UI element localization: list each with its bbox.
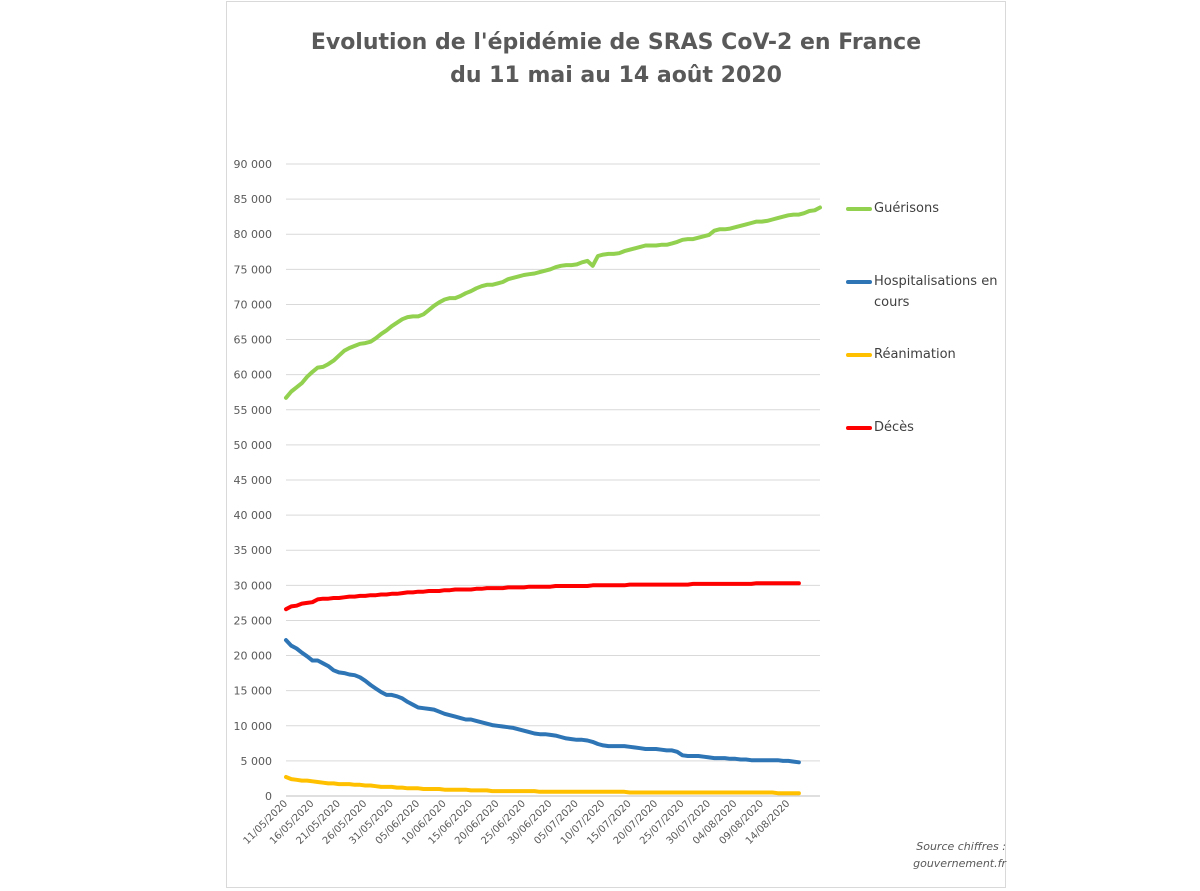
series-line-hospitalisations-en-cours xyxy=(284,638,801,765)
legend-label: Réanimation xyxy=(874,347,956,362)
y-tick-label: 85 000 xyxy=(234,193,273,206)
y-tick-label: 25 000 xyxy=(234,614,273,627)
chart-title: Evolution de l'épidémie de SRAS CoV-2 en… xyxy=(226,26,1006,92)
legend-label: Hospitalisations en cours xyxy=(874,274,998,310)
source-note: Source chiffres : gouvernement.fr xyxy=(836,838,1006,872)
y-tick-label: 35 000 xyxy=(234,544,273,557)
legend-swatch-guerisons xyxy=(846,207,872,211)
source-line-2: gouvernement.fr xyxy=(913,857,1006,870)
chart-title-line-2: du 11 mai au 14 août 2020 xyxy=(450,63,782,88)
series-line-reanimation xyxy=(284,775,801,796)
legend-swatch-reanimation xyxy=(846,353,872,357)
y-axis-ticks: 0 5 000 10 000 15 000 20 000 25 000 30 000 35 0… xyxy=(234,158,273,803)
series-line-deces xyxy=(284,581,801,612)
legend-label: Guérisons xyxy=(874,201,940,216)
series-line-guerisons xyxy=(284,205,822,400)
series-lines xyxy=(284,205,822,796)
y-tick-label: 80 000 xyxy=(234,228,273,241)
y-tick-label: 5 000 xyxy=(241,755,273,768)
legend-label: Décès xyxy=(874,420,914,435)
y-tick-label: 40 000 xyxy=(234,509,273,522)
chart-title-line-1: Evolution de l'épidémie de SRAS CoV-2 en… xyxy=(310,30,922,55)
y-tick-label: 60 000 xyxy=(234,369,273,382)
source-line-1: Source chiffres : xyxy=(916,840,1006,853)
y-tick-label: 45 000 xyxy=(234,474,273,487)
y-tick-label: 65 000 xyxy=(234,334,273,347)
y-tick-label: 30 000 xyxy=(234,579,273,592)
y-tick-label: 10 000 xyxy=(234,720,273,733)
y-tick-label: 90 000 xyxy=(234,158,273,171)
y-tick-label: 50 000 xyxy=(234,439,273,452)
legend-swatch-deces xyxy=(846,426,872,430)
x-axis-ticks: 11/05/202016/05/202021/05/202026/05/2020… xyxy=(242,798,793,847)
y-tick-label: 0 xyxy=(265,790,272,803)
y-tick-label: 75 000 xyxy=(234,263,273,276)
y-tick-label: 70 000 xyxy=(234,298,273,311)
y-tick-label: 55 000 xyxy=(234,404,273,417)
y-tick-label: 15 000 xyxy=(234,685,273,698)
gridlines xyxy=(286,163,820,797)
legend-swatch-hospitalisations xyxy=(846,280,872,284)
y-tick-label: 20 000 xyxy=(234,650,273,663)
